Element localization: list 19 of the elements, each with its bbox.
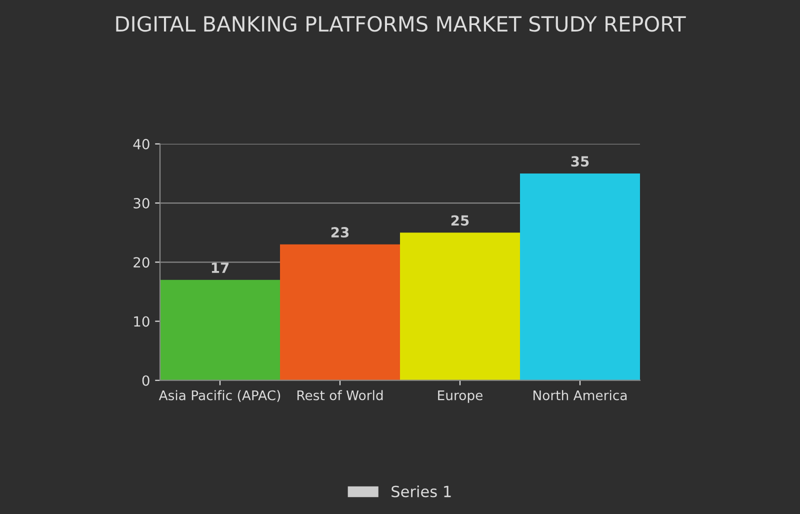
y-tick-label: 10 [134, 316, 150, 327]
y-tick-label: 0 [142, 375, 150, 386]
y-tick-label: 40 [133, 138, 150, 150]
bar [160, 280, 280, 380]
x-tick-label: Europe [438, 390, 482, 403]
bar [280, 244, 400, 380]
data-label: 23 [331, 227, 349, 238]
bar [400, 232, 520, 380]
data-label: 25 [451, 215, 469, 226]
y-tick-label: 20 [134, 257, 150, 268]
text: Series 1 [392, 485, 451, 498]
bar [520, 173, 640, 380]
y-tick-label: 30 [134, 198, 150, 209]
data-label: 35 [571, 156, 589, 167]
data-label: 17 [212, 262, 229, 273]
x-tick-label: Asia Pacific (APAC) [158, 390, 280, 402]
chart-title: DIGITAL BANKING PLATFORMS MARKET STUDY REPORT [116, 16, 686, 32]
x-tick-label: North America [534, 390, 627, 400]
x-tick-label: Rest of World [297, 390, 383, 400]
